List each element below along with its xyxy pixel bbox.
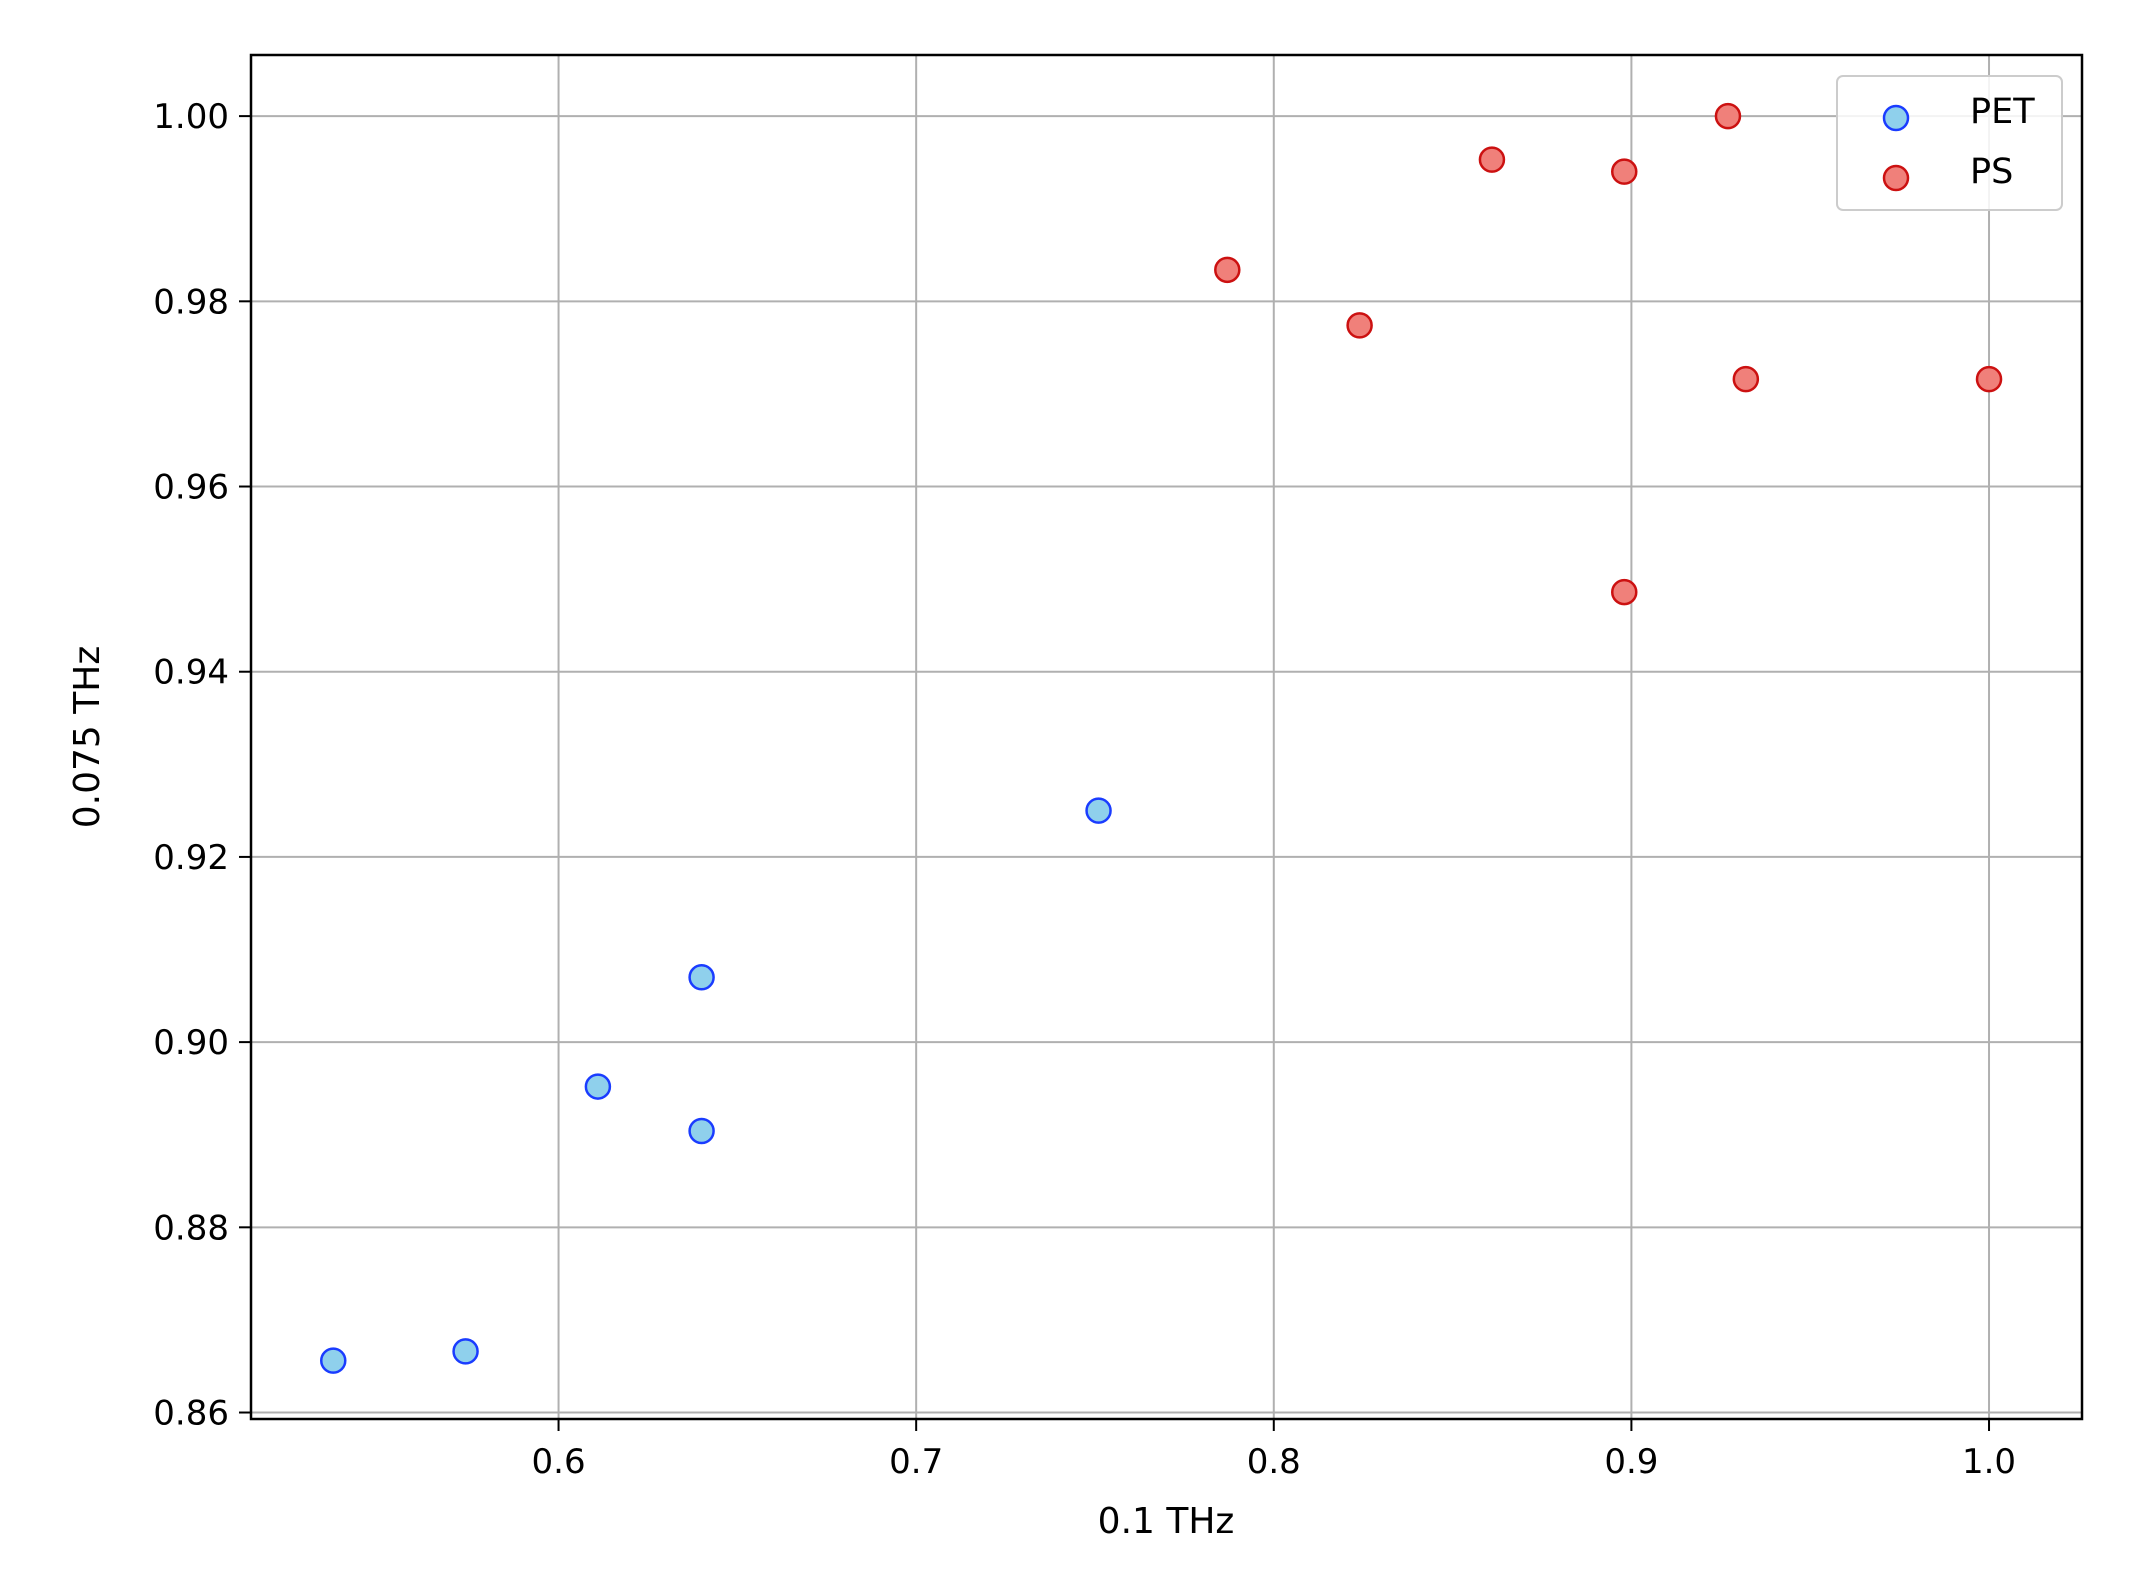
- x-tick-label: 0.8: [1247, 1442, 1301, 1482]
- legend-label-pet: PET: [1970, 92, 2035, 132]
- point-ps: [1346, 312, 1373, 339]
- x-tick-label: 0.6: [532, 1442, 586, 1482]
- point-pet: [584, 1073, 612, 1100]
- x-axis-label: 0.1 THz: [1098, 1501, 1235, 1542]
- legend: PET PS: [1836, 75, 2063, 211]
- point-pet: [688, 964, 715, 991]
- point-ps: [1214, 256, 1241, 284]
- legend-marker-pet: [1882, 104, 1910, 132]
- y-tick-label: 0.94: [153, 653, 229, 693]
- point-pet: [688, 1117, 715, 1145]
- y-tick-label: 0.96: [153, 468, 229, 508]
- y-tick-label: 0.98: [153, 282, 229, 322]
- x-tick-label: 0.9: [1604, 1442, 1658, 1482]
- y-tick-label: 0.88: [153, 1208, 229, 1248]
- y-axis-ticks: 0.86 0.88 0.90 0.92 0.94 0.96 0.98 1.00: [153, 97, 251, 1434]
- y-tick-label: 0.92: [153, 838, 229, 878]
- point-pet: [320, 1347, 347, 1374]
- x-axis-ticks: 0.6 0.7 0.8 0.9 1.0: [532, 1419, 2016, 1482]
- point-ps: [1611, 158, 1638, 185]
- plot-area-background: [251, 55, 2082, 1419]
- x-tick-label: 0.7: [889, 1442, 943, 1482]
- y-tick-label: 0.90: [153, 1023, 229, 1063]
- grid-lines: [251, 55, 2082, 1419]
- plot-area-frame: [249, 53, 2084, 1421]
- point-ps: [1732, 365, 1760, 393]
- legend-marker-ps: [1882, 164, 1910, 192]
- series-pet: [320, 797, 1112, 1374]
- legend-label-ps: PS: [1970, 152, 2013, 192]
- point-ps: [1714, 102, 1742, 130]
- x-tick-label: 1.0: [1962, 1442, 2016, 1482]
- series-ps: [1214, 102, 2003, 606]
- point-ps: [1975, 365, 2003, 393]
- y-tick-label: 1.00: [153, 97, 229, 137]
- y-axis-label: 0.075 THz: [67, 646, 108, 828]
- point-pet: [1085, 797, 1112, 824]
- point-ps: [1611, 578, 1638, 606]
- y-tick-label: 0.86: [153, 1394, 229, 1434]
- point-pet: [452, 1338, 479, 1365]
- point-ps: [1478, 146, 1506, 173]
- data-points: [320, 102, 2003, 1374]
